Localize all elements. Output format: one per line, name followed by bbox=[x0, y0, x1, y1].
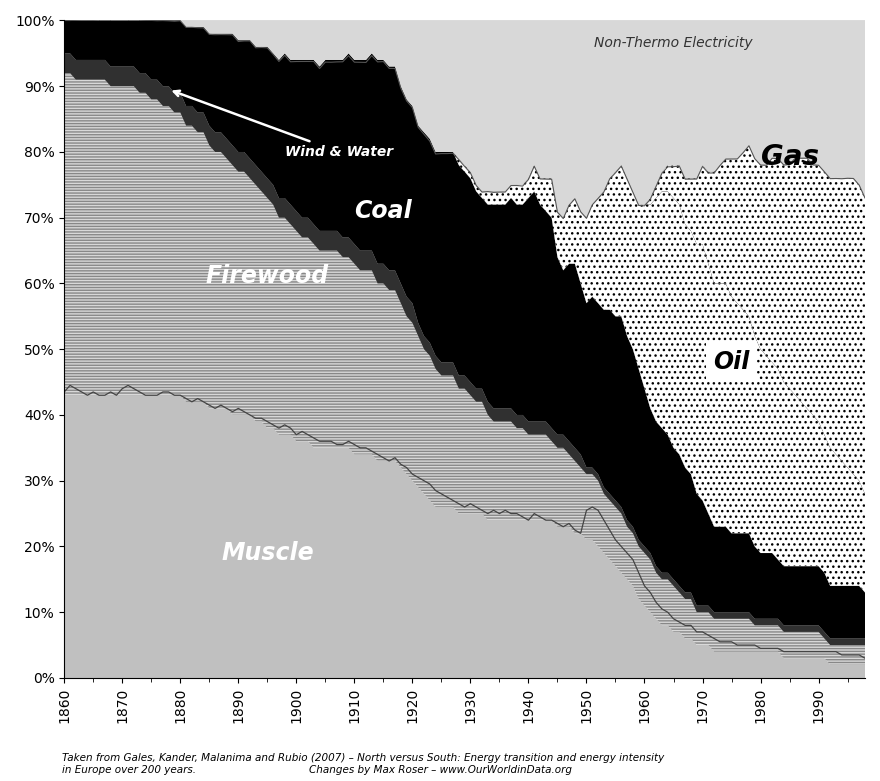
Text: Muscle: Muscle bbox=[221, 540, 313, 565]
Text: Non-Thermo Electricity: Non-Thermo Electricity bbox=[594, 36, 752, 50]
Text: Firewood: Firewood bbox=[206, 265, 329, 288]
Text: Changes by Max Roser – www.OurWorldinData.org: Changes by Max Roser – www.OurWorldinDat… bbox=[309, 765, 571, 776]
Text: Oil: Oil bbox=[714, 350, 750, 374]
Text: Wind & Water: Wind & Water bbox=[174, 91, 392, 159]
Text: Gas: Gas bbox=[760, 143, 818, 171]
Text: Taken from Gales, Kander, Malanima and Rubio (2007) – North versus South: Energy: Taken from Gales, Kander, Malanima and R… bbox=[62, 754, 664, 764]
Text: Coal: Coal bbox=[355, 198, 412, 223]
Text: in Europe over 200 years.: in Europe over 200 years. bbox=[62, 765, 195, 776]
